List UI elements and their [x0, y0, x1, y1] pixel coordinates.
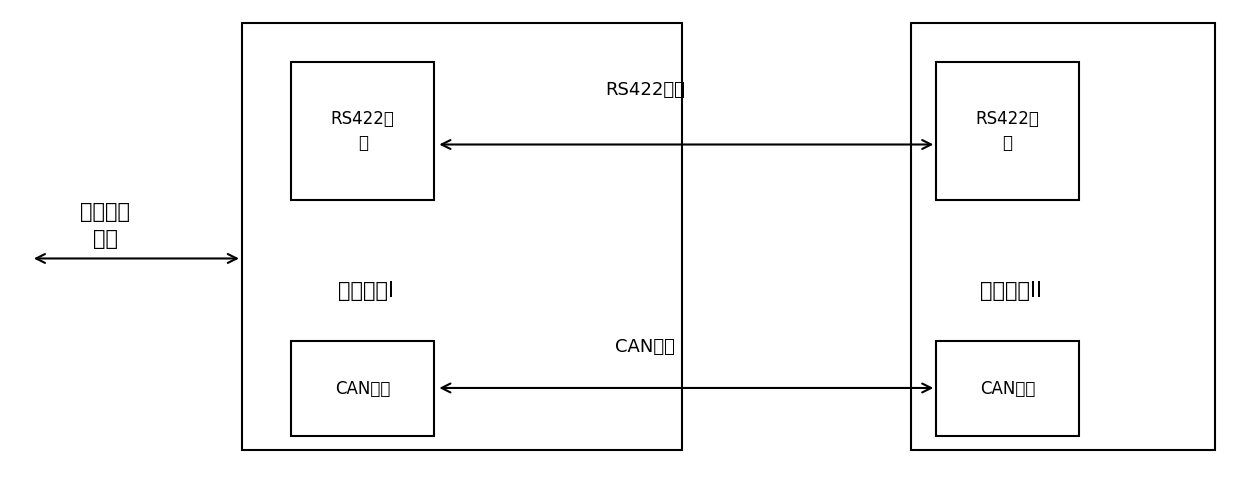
- Bar: [911, 24, 1215, 450]
- Text: CAN总线: CAN总线: [615, 337, 675, 355]
- Text: 智能单机II: 智能单机II: [980, 280, 1042, 301]
- Bar: [291, 341, 434, 436]
- Bar: [242, 24, 682, 450]
- Text: RS422接
口: RS422接 口: [976, 110, 1039, 151]
- Bar: [291, 63, 434, 201]
- Text: CAN接口: CAN接口: [335, 379, 391, 397]
- Text: RS422总线: RS422总线: [605, 80, 684, 99]
- Bar: [936, 63, 1079, 201]
- Bar: [936, 341, 1079, 436]
- Text: 对外总线
接口: 对外总线 接口: [81, 202, 130, 248]
- Text: CAN接口: CAN接口: [980, 379, 1035, 397]
- Text: 智能单机I: 智能单机I: [337, 280, 394, 301]
- Text: RS422接
口: RS422接 口: [331, 110, 394, 151]
